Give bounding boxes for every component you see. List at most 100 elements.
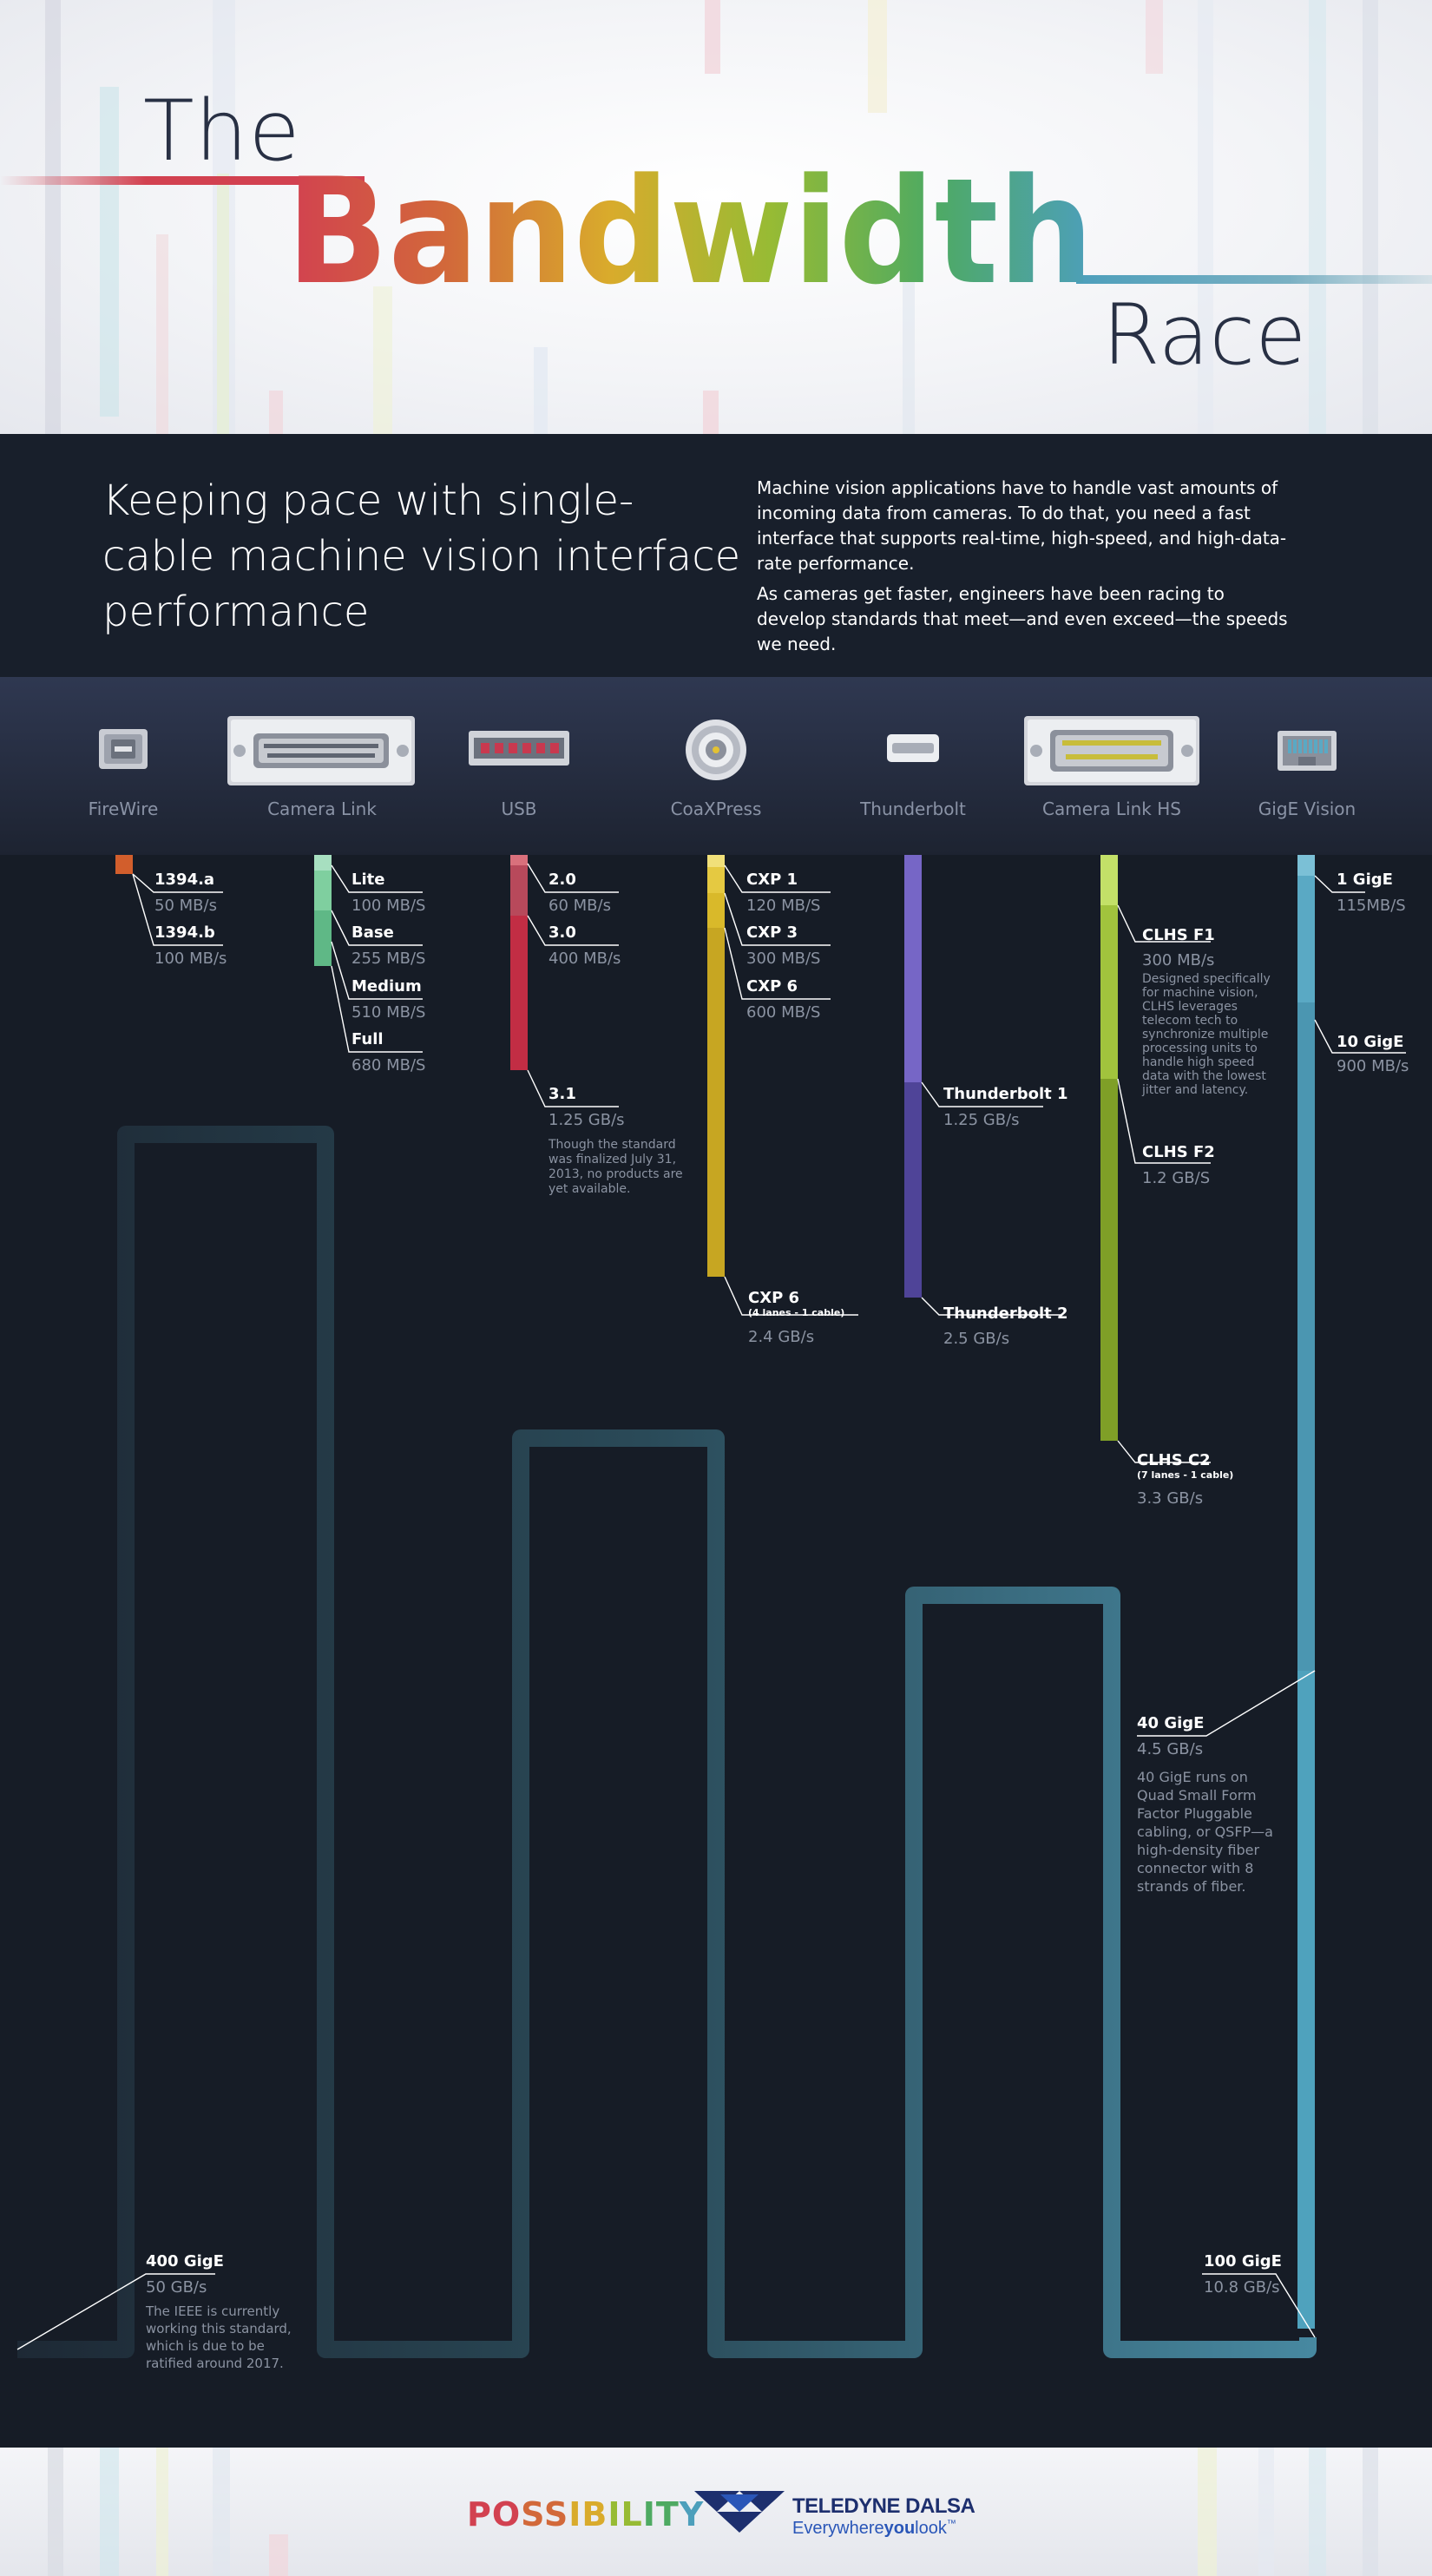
interface-label-usb: USB [501, 798, 537, 819]
interface-label-camera-link-hs: Camera Link HS [1042, 798, 1181, 819]
label-usb-3: 3.0 [548, 923, 576, 942]
possibility-letter: I [608, 2495, 621, 2533]
clhs-bar-f1 [1100, 855, 1118, 905]
interface-header-band: FireWire Camera Link USB CoaXPress Thund… [0, 677, 1432, 855]
label-cxp-1: CXP 1 [746, 871, 798, 889]
bandwidth-race-chart: 1394.a 50 MB/s 1394.b 100 MB/s Lite 100 … [0, 855, 1432, 2448]
interface-label-gige-vision: GigE Vision [1258, 798, 1356, 819]
speed-cxp-6-4lane: 2.4 GB/s [748, 1328, 815, 1346]
label-40-gige: 40 GigE [1137, 1714, 1205, 1732]
label-thunderbolt-2: Thunderbolt 2 [943, 1304, 1068, 1323]
sub-clhs-c2: (7 lanes - 1 cable) [1137, 1469, 1234, 1481]
speed-400-gige: 50 GB/s [146, 2278, 207, 2297]
title-header: The Bandwidth Ra [0, 0, 1432, 434]
possibility-letter: L [621, 2495, 643, 2533]
thunderbolt-bar-2 [904, 1082, 922, 1298]
usb-bar-2 [510, 855, 528, 865]
speed-cxp-3: 300 MB/S [746, 950, 821, 968]
possibility-letter: I [642, 2495, 656, 2533]
label-thunderbolt-1: Thunderbolt 1 [943, 1085, 1068, 1103]
intro-section: Keeping pace with single-cable machine v… [0, 434, 1432, 677]
speed-1394a: 50 MB/s [154, 897, 217, 915]
gige-vision-connector-icon [1278, 731, 1337, 771]
race-track [17, 1126, 1317, 2358]
intro-heading: Keeping pace with single-cable machine v… [102, 476, 741, 636]
possibility-letter: I [568, 2495, 582, 2533]
note-400-gige: The IEEE is currently working this stand… [146, 2303, 292, 2371]
label-cl-medium: Medium [351, 977, 422, 996]
speed-cl-base: 255 MB/S [351, 950, 426, 968]
firewire-connector-icon [97, 727, 149, 771]
note-clhs-f1: Designed specifically for machine vision… [1142, 972, 1271, 1097]
note-usb-31: Though the standard was finalized July 3… [548, 1138, 683, 1196]
title-bandwidth: Bandwidth [0, 152, 1432, 308]
speed-usb-2: 60 MB/s [548, 897, 611, 915]
label-cxp-6: CXP 6 [746, 977, 798, 996]
label-cl-base: Base [351, 923, 394, 942]
speed-cl-full: 680 MB/S [351, 1056, 426, 1074]
label-cl-lite: Lite [351, 871, 385, 889]
tagline-tm: ™ [946, 2519, 956, 2529]
tagline-you: you [884, 2519, 916, 2538]
gige-bar-100 [1297, 1671, 1315, 2329]
camera-link-hs-connector-icon [1024, 716, 1199, 785]
label-1394b: 1394.b [154, 923, 215, 942]
label-100-gige: 100 GigE [1204, 2252, 1282, 2270]
firewire-bar [115, 855, 133, 874]
footer: POSSIBILITY TELEDYNE DALSA Everywhereyou… [0, 2448, 1432, 2576]
label-usb-31: 3.1 [548, 1085, 576, 1103]
speed-cxp-6: 600 MB/S [746, 1003, 821, 1022]
speed-cl-lite: 100 MB/S [351, 897, 426, 915]
cxp-bar-6x4 [707, 928, 725, 1277]
intro-paragraph-2: As cameras get faster, engineers have be… [757, 583, 1288, 654]
usb-bar-3 [510, 865, 528, 916]
thunderbolt-connector-icon [887, 734, 939, 762]
note-40-gige: 40 GigE runs on Quad Small Form Factor P… [1137, 1769, 1273, 1895]
speed-cxp-1: 120 MB/S [746, 897, 821, 915]
teledyne-logo-icon [694, 2491, 785, 2533]
cxp-bar-3 [707, 867, 725, 893]
interface-label-thunderbolt: Thunderbolt [860, 798, 966, 819]
intro-paragraph-1: Machine vision applications have to hand… [757, 477, 1287, 574]
cxp-bar-1 [707, 855, 725, 867]
tagline-prefix: Everywhere [792, 2519, 884, 2538]
possibility-letter: S [543, 2495, 569, 2533]
speed-1-gige: 115MB/S [1337, 897, 1406, 915]
speed-thunderbolt-2: 2.5 GB/s [943, 1330, 1010, 1348]
label-clhs-f2: CLHS F2 [1142, 1143, 1215, 1161]
possibility-letter: T [655, 2495, 680, 2533]
speed-40-gige: 4.5 GB/s [1137, 1740, 1204, 1758]
thunderbolt-bar-1 [904, 855, 922, 1082]
speed-10-gige: 900 MB/s [1337, 1057, 1409, 1075]
speed-usb-3: 400 MB/s [548, 950, 621, 968]
cameralink-bar-lite [314, 855, 332, 871]
tagline: Everywhereyoulook™ [792, 2519, 956, 2539]
possibility-letter: S [521, 2495, 544, 2533]
speed-clhs-f1: 300 MB/s [1142, 951, 1215, 969]
label-cxp-3: CXP 3 [746, 923, 798, 942]
gige-bar-1 [1297, 855, 1315, 876]
label-clhs-c2: CLHS C2 [1137, 1451, 1211, 1469]
label-clhs-f1: CLHS F1 [1142, 926, 1215, 944]
gige-bar-10 [1297, 876, 1315, 1002]
possibility-letter: O [491, 2495, 522, 2533]
title-the: The [143, 82, 301, 180]
gige-bar-40 [1297, 1002, 1315, 1671]
label-cxp-6-4lane: CXP 6 [748, 1289, 800, 1307]
cameralink-bar-base [314, 871, 332, 910]
speed-thunderbolt-1: 1.25 GB/s [943, 1111, 1020, 1129]
title-race: Race [1102, 286, 1307, 384]
interface-label-firewire: FireWire [88, 798, 159, 819]
possibility-letter: Y [679, 2495, 705, 2533]
interface-label-coaxpress: CoaXPress [670, 798, 762, 819]
label-usb-2: 2.0 [548, 871, 576, 889]
label-cl-full: Full [351, 1030, 384, 1048]
teledyne-dalsa-wordmark: TELEDYNE DALSA [792, 2494, 975, 2518]
title-bandwidth-text: Bandwidth [286, 152, 1094, 308]
speed-cl-medium: 510 MB/S [351, 1003, 426, 1022]
camera-link-connector-icon [227, 716, 415, 785]
sub-cxp-6-4lane: (4 lanes - 1 cable) [748, 1307, 845, 1318]
speed-1394b: 100 MB/s [154, 950, 227, 968]
clhs-bar-f2 [1100, 905, 1118, 1079]
possibility-letter: B [581, 2495, 608, 2533]
